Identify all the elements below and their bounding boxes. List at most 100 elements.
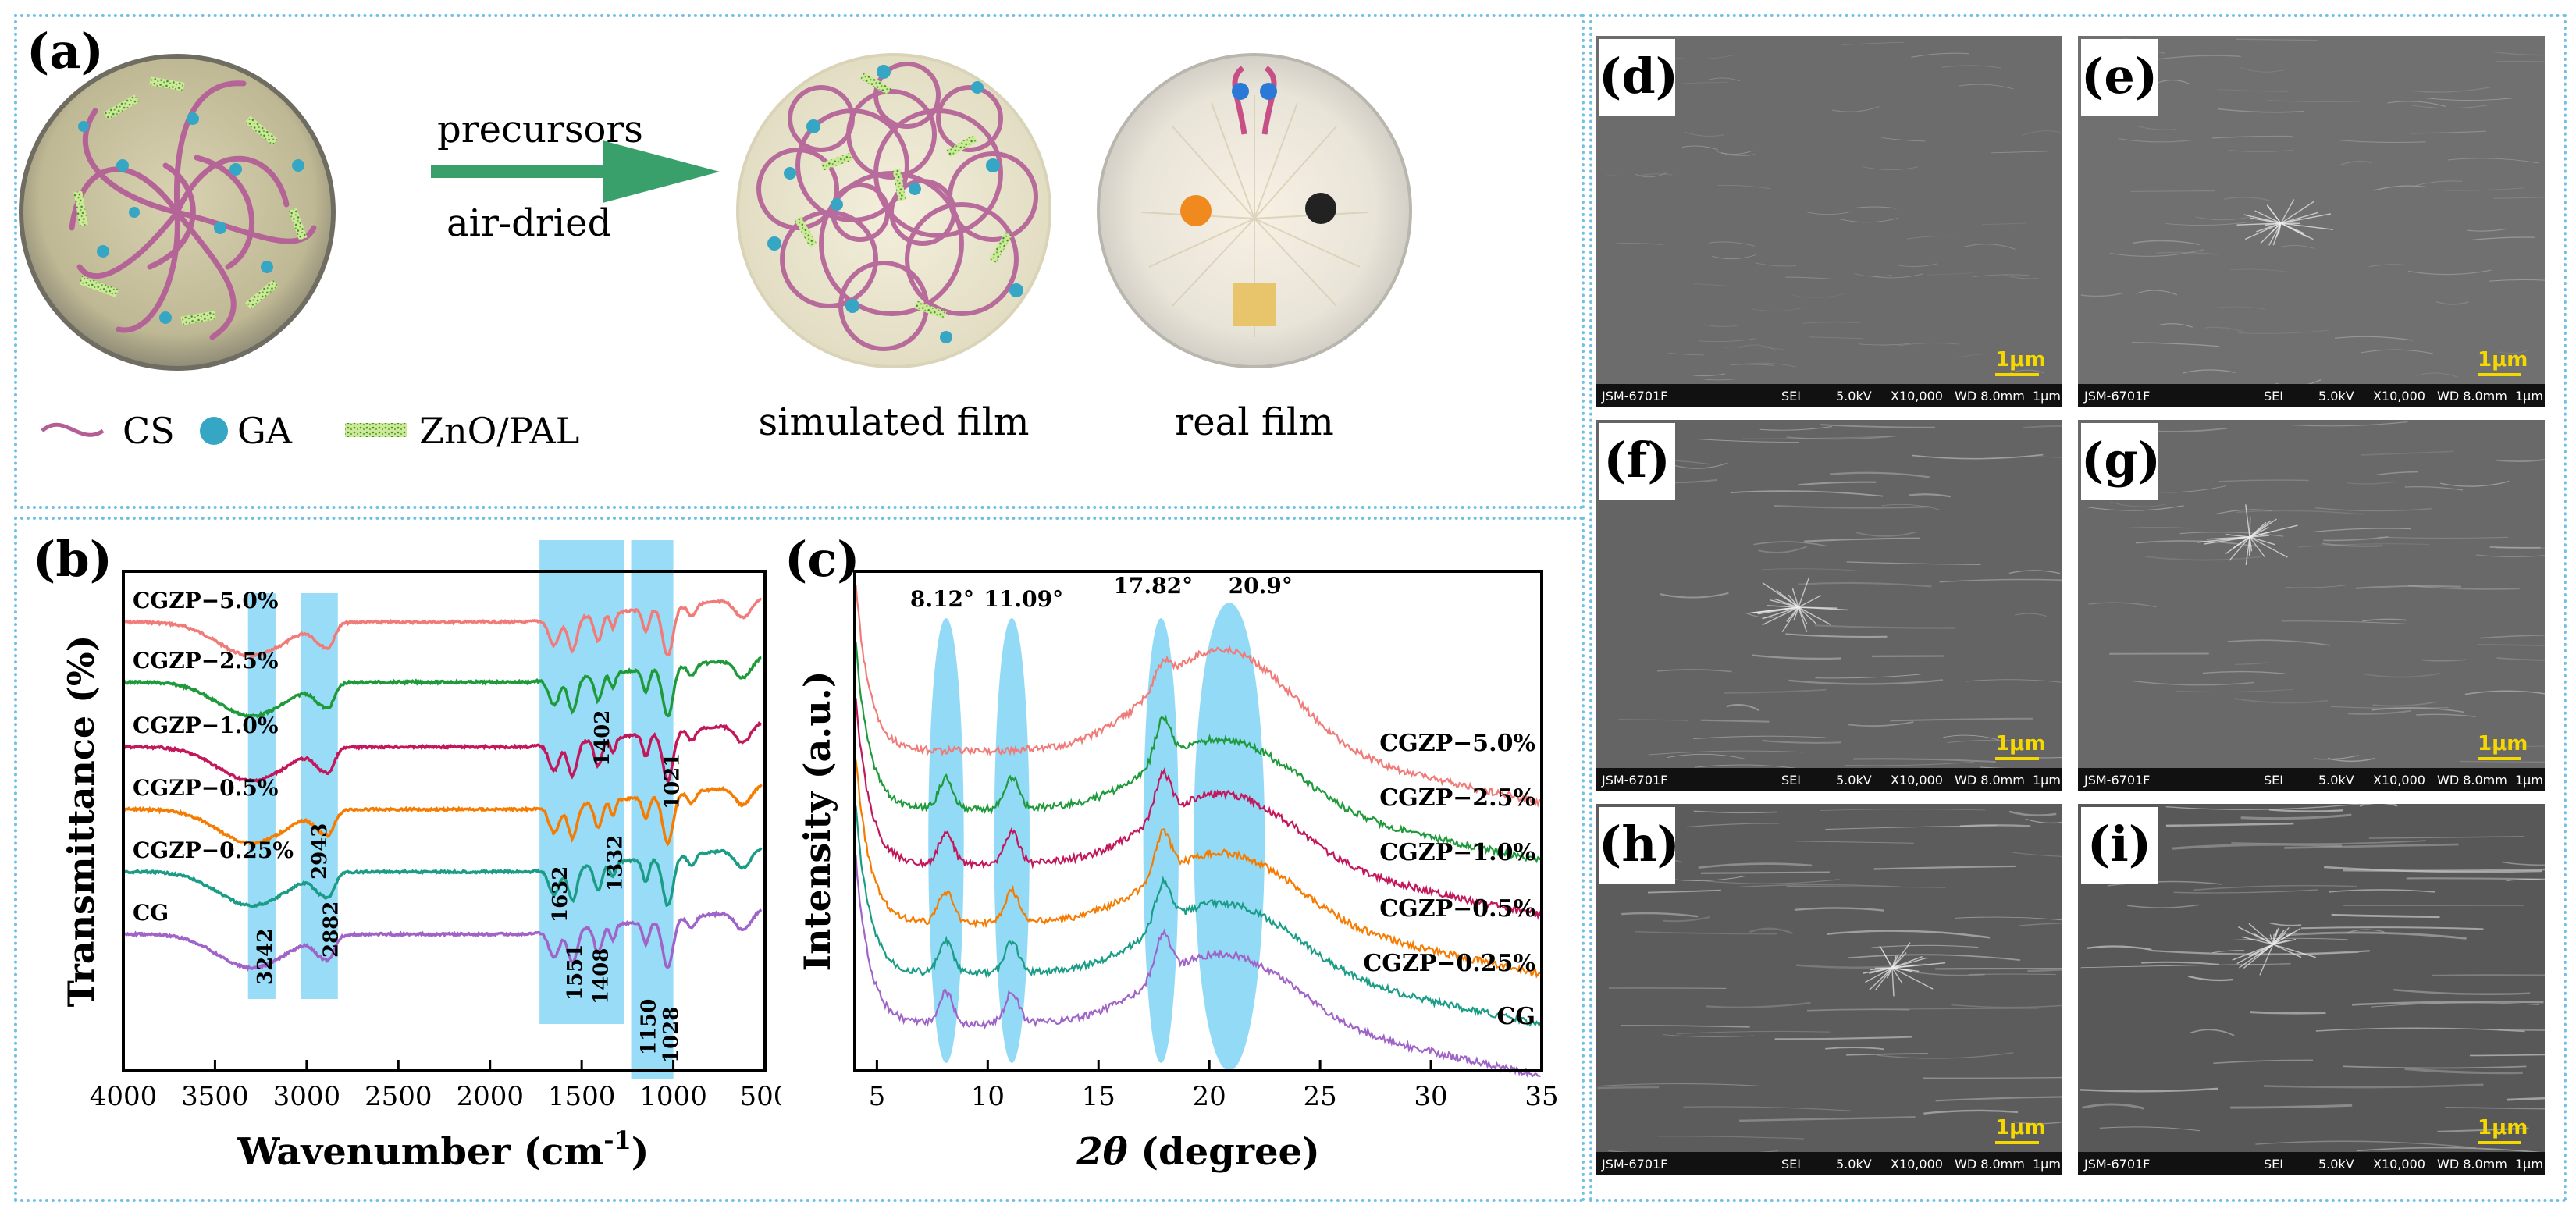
xrd-ylabel: Intensity (a.u.) bbox=[796, 670, 838, 971]
xrd-series-line-0 bbox=[855, 585, 1542, 808]
sem-label-d: (d) bbox=[1599, 39, 1678, 116]
sem-label-e: (e) bbox=[2081, 39, 2158, 116]
ftir-ylabel: Transmittance (%) bbox=[60, 635, 102, 1008]
xrd-peak-label-2: 17.82° bbox=[1113, 573, 1193, 599]
xrd-peak-label-3: 20.9° bbox=[1229, 573, 1293, 599]
sem-label-i: (i) bbox=[2081, 807, 2158, 884]
ftir-annotation-1: 2943 bbox=[308, 823, 332, 880]
ftir-xlabel: Wavenumber (cm-1) bbox=[237, 1125, 649, 1174]
ftir-series-label-1: CGZP−2.5% bbox=[133, 648, 278, 674]
ftir-xtick-label-1: 3500 bbox=[181, 1081, 249, 1112]
caption-simulated-film: simulated film bbox=[759, 400, 1030, 444]
ftir-annotation-6: 1332 bbox=[604, 835, 628, 891]
arrow-bottom-label: air-dried bbox=[447, 201, 611, 245]
ftir-series-label-5: CG bbox=[133, 900, 169, 926]
real-film-photo bbox=[1097, 53, 1412, 368]
panel-a-frame bbox=[14, 14, 1585, 509]
xrd-series-label-2: CGZP−1.0% bbox=[1379, 839, 1535, 866]
sem-infobar-d: JSM-6701F SEI 5.0kV X10,000 WD 8.0mm 1μm bbox=[1596, 384, 2062, 407]
ftir-xtick-label-0: 4000 bbox=[90, 1081, 158, 1112]
sem-image-h: (h) 1μm JSM-6701F SEI 5.0kV X10,000 WD 8.0mm… bbox=[1596, 804, 2062, 1175]
ftir-annotation-3: 1632 bbox=[549, 866, 572, 923]
sem-infobar-h: JSM-6701F SEI 5.0kV X10,000 WD 8.0mm 1μm bbox=[1596, 1152, 2062, 1175]
xrd-series-line-3 bbox=[855, 759, 1542, 979]
ftir-series-label-0: CGZP−5.0% bbox=[133, 588, 278, 613]
simulated-film-disc bbox=[736, 53, 1051, 368]
sem-infobar-f: JSM-6701F SEI 5.0kV X10,000 WD 8.0mm 1μm bbox=[1596, 768, 2062, 791]
ftir-xtick-label-6: 1000 bbox=[639, 1081, 707, 1112]
sem-image-g: (g) 1μm JSM-6701F SEI 5.0kV X10,000 WD 8.0mm… bbox=[2078, 420, 2545, 791]
ftir-annotation-0: 3242 bbox=[254, 929, 277, 985]
ftir-annotation-10: 1028 bbox=[660, 1007, 683, 1063]
ftir-xtick-label-2: 3000 bbox=[273, 1081, 341, 1112]
xrd-peak-band-3 bbox=[1194, 603, 1265, 1071]
ftir-xtick-label-3: 2500 bbox=[365, 1081, 432, 1112]
ftir-annotation-5: 1408 bbox=[590, 948, 614, 1004]
sem-scalebar-e: 1μm bbox=[2478, 348, 2528, 376]
ftir-annotation-4: 1551 bbox=[564, 944, 587, 1001]
xrd-series-label-1: CGZP−2.5% bbox=[1379, 784, 1535, 812]
panel-b-label: (b) bbox=[33, 531, 112, 588]
ftir-band-3 bbox=[631, 540, 674, 1079]
ftir-xtick-label-5: 1500 bbox=[548, 1081, 616, 1112]
sem-image-f: (f) 1μm JSM-6701F SEI 5.0kV X10,000 WD 8.0mm… bbox=[1596, 420, 2062, 791]
xrd-xtick-label-5: 30 bbox=[1414, 1081, 1447, 1112]
ftir-series-label-2: CGZP−1.0% bbox=[133, 713, 278, 738]
ftir-series-line-3 bbox=[122, 784, 763, 847]
xrd-xlabel: 2θ (degree) bbox=[1076, 1130, 1320, 1174]
xrd-xtick-label-4: 25 bbox=[1303, 1081, 1336, 1112]
sem-label-f: (f) bbox=[1599, 423, 1675, 500]
sem-scalebar-d: 1μm bbox=[1995, 348, 2045, 376]
xrd-series-line-4 bbox=[855, 805, 1542, 1027]
schematic-legend bbox=[41, 417, 407, 445]
legend-zp: ZnO/PAL bbox=[419, 410, 579, 452]
process-arrow bbox=[431, 140, 720, 203]
sem-infobar-e: JSM-6701F SEI 5.0kV X10,000 WD 8.0mm 1μm bbox=[2078, 384, 2545, 407]
ftir-series-line-5 bbox=[122, 908, 763, 972]
panel-bc-frame bbox=[14, 517, 1585, 1202]
sem-scalebar-h: 1μm bbox=[1995, 1116, 2045, 1144]
ftir-chart: (b) 4000 3500 3000 2500 2000 1500 1000 500 CGZP… bbox=[33, 531, 781, 1174]
ftir-series-label-3: CGZP−0.5% bbox=[133, 775, 278, 801]
arrow-top-label: precursors bbox=[437, 108, 643, 151]
panel-a-label: (a) bbox=[27, 23, 104, 80]
sem-label-g: (g) bbox=[2081, 423, 2161, 500]
xrd-plot-frame bbox=[853, 570, 1543, 1072]
sem-texture bbox=[1596, 420, 2062, 768]
sem-image-d: (d) 1μm JSM-6701F SEI 5.0kV X10,000 WD 8.0mm… bbox=[1596, 36, 2062, 407]
precursor-dish bbox=[19, 54, 336, 371]
xrd-xtick-label-1: 10 bbox=[971, 1081, 1005, 1112]
xrd-xtick-label-2: 15 bbox=[1082, 1081, 1115, 1112]
xrd-chart: (c) 5 10 15 20 25 30 35 CGZP−5.0% CGZP−2.5% CGZP… bbox=[785, 531, 1559, 1174]
ftir-xtick-label-7: 500 bbox=[740, 1081, 781, 1112]
ftir-annotation-7: 1402 bbox=[591, 710, 614, 766]
xrd-peak-label-1: 11.09° bbox=[984, 586, 1063, 612]
ftir-band-1 bbox=[301, 593, 338, 999]
panel-sem-frame bbox=[1589, 14, 2567, 1202]
xrd-series-label-3: CGZP−0.5% bbox=[1379, 895, 1535, 923]
xrd-peak-band-2 bbox=[1143, 618, 1179, 1063]
ftir-annotation-2: 2882 bbox=[320, 901, 343, 958]
sem-scalebar-i: 1μm bbox=[2478, 1116, 2528, 1144]
sem-label-h: (h) bbox=[1599, 807, 1680, 884]
schematic-panel-a: (a) bbox=[19, 23, 1412, 452]
ftir-xtick-label-4: 2000 bbox=[456, 1081, 524, 1112]
ftir-band-0 bbox=[247, 593, 276, 999]
sem-scalebar-g: 1μm bbox=[2478, 732, 2528, 760]
ftir-series-line-1 bbox=[123, 656, 762, 719]
xrd-xtick-label-6: 35 bbox=[1525, 1081, 1558, 1112]
ftir-annotation-9: 1150 bbox=[637, 999, 660, 1055]
xrd-xtick-label-3: 20 bbox=[1193, 1081, 1226, 1112]
sem-image-i: (i) 1μm JSM-6701F SEI 5.0kV X10,000 WD 8.0mm… bbox=[2078, 804, 2545, 1175]
xrd-series-line-1 bbox=[855, 641, 1542, 864]
sem-infobar-i: JSM-6701F SEI 5.0kV X10,000 WD 8.0mm 1μm bbox=[2078, 1152, 2545, 1175]
xrd-series-label-5: CG bbox=[1497, 1003, 1536, 1030]
ftir-series-label-4: CGZP−0.25% bbox=[133, 837, 294, 863]
legend-cs: CS bbox=[123, 410, 175, 452]
xrd-series-label-0: CGZP−5.0% bbox=[1379, 730, 1535, 757]
sem-scalebar-f: 1μm bbox=[1995, 732, 2045, 760]
ftir-series-line-4 bbox=[122, 847, 763, 908]
ftir-series-line-2 bbox=[122, 720, 762, 785]
xrd-series-line-2 bbox=[855, 698, 1542, 921]
xrd-series-label-4: CGZP−0.25% bbox=[1363, 950, 1535, 977]
